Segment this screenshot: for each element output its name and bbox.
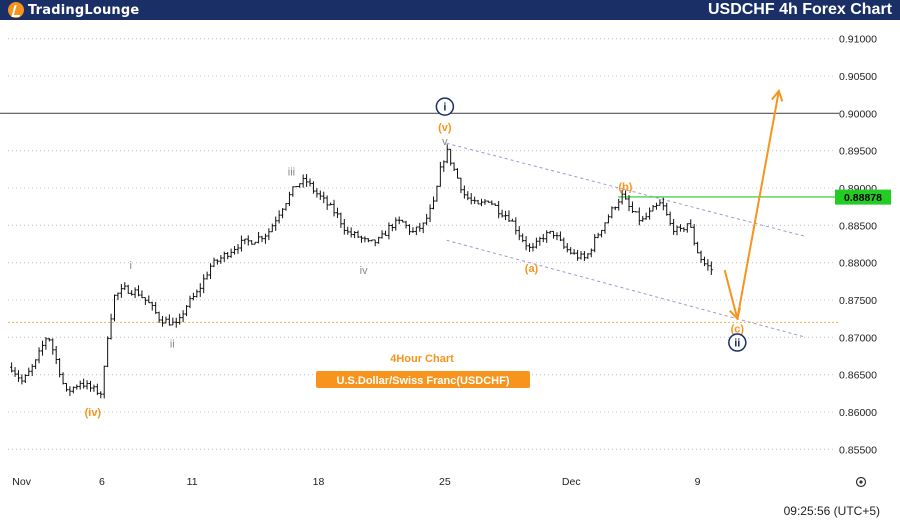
channel-line-2 <box>446 239 807 338</box>
y-axis: 0.910000.905000.900000.895000.890000.885… <box>839 34 877 457</box>
y-tick-label: 0.90500 <box>839 71 877 83</box>
price-levels <box>0 112 839 323</box>
wave-projection <box>723 88 784 321</box>
wave-label: i <box>443 102 446 114</box>
y-tick-label: 0.87000 <box>839 332 877 344</box>
x-tick-label: 9 <box>695 476 701 488</box>
projection-path <box>723 90 780 319</box>
wave-label: (v) <box>438 122 452 134</box>
channel-line-1 <box>446 142 807 238</box>
wave-label: i <box>130 260 132 272</box>
projection-arrowhead-up <box>771 88 784 102</box>
y-tick-label: 0.91000 <box>839 34 877 46</box>
wave-label: ii <box>170 338 175 350</box>
time-readout: 09:25:56 (UTC+5) <box>783 504 880 518</box>
logo-text: TradingLounge <box>28 2 140 18</box>
wave-label-circle <box>728 333 747 352</box>
footer: 09:25:56 (UTC+5) <box>0 498 900 522</box>
y-tick-label: 0.87500 <box>839 295 877 307</box>
annotation-subtitle: U.S.Dollar/Swiss Franc(USDCHF) <box>337 375 510 387</box>
x-tick-label: Dec <box>562 476 581 488</box>
wave-label: ii <box>734 338 740 350</box>
x-tick-label: 18 <box>313 476 325 488</box>
wave-label: iii <box>288 167 295 179</box>
annotation-title: 4Hour Chart <box>390 353 454 365</box>
wave-label: (iv) <box>85 407 102 419</box>
wave-label: (a) <box>525 263 539 275</box>
x-tick-label: 6 <box>99 476 105 488</box>
x-tick-label: 11 <box>187 476 198 488</box>
y-tick-label: 0.88000 <box>839 258 877 270</box>
y-tick-label: 0.86000 <box>839 407 877 419</box>
trend-channel <box>446 142 807 338</box>
y-tick-label: 0.89500 <box>839 146 877 158</box>
wave-label: (c) <box>731 323 745 335</box>
logo: TradingLounge <box>8 1 139 19</box>
y-tick-label: 0.85500 <box>839 444 877 456</box>
wave-label-circle <box>435 97 455 116</box>
header-bar: TradingLounge USDCHF 4h Forex Chart <box>0 0 900 20</box>
current-price-tag: 0.88878 <box>835 189 891 205</box>
x-axis: Nov 6 11 18 25 Dec 9 <box>12 476 700 488</box>
candlestick-series <box>10 144 713 399</box>
wave-label: v <box>442 136 448 148</box>
chart-annotations: 4Hour Chart U.S.Dollar/Swiss Franc(USDCH… <box>316 353 530 388</box>
gear-icon[interactable] <box>855 476 867 488</box>
y-tick-label: 0.86500 <box>839 370 877 382</box>
price-tag-bg <box>835 189 891 205</box>
price-tag-label: 0.88878 <box>844 192 882 204</box>
wave-label: iv <box>360 265 368 277</box>
y-tick-label: 0.88500 <box>839 220 877 232</box>
chart-title: USDCHF 4h Forex Chart <box>707 1 892 18</box>
y-tick-label: 0.90000 <box>839 108 877 120</box>
annotation-subtitle-bg <box>316 371 530 388</box>
projection-arrowhead-down <box>729 307 741 321</box>
x-tick-label: Nov <box>12 476 31 488</box>
x-tick-label: 25 <box>439 476 451 488</box>
wave-label: (b) <box>618 182 632 194</box>
logo-icon <box>8 2 24 18</box>
